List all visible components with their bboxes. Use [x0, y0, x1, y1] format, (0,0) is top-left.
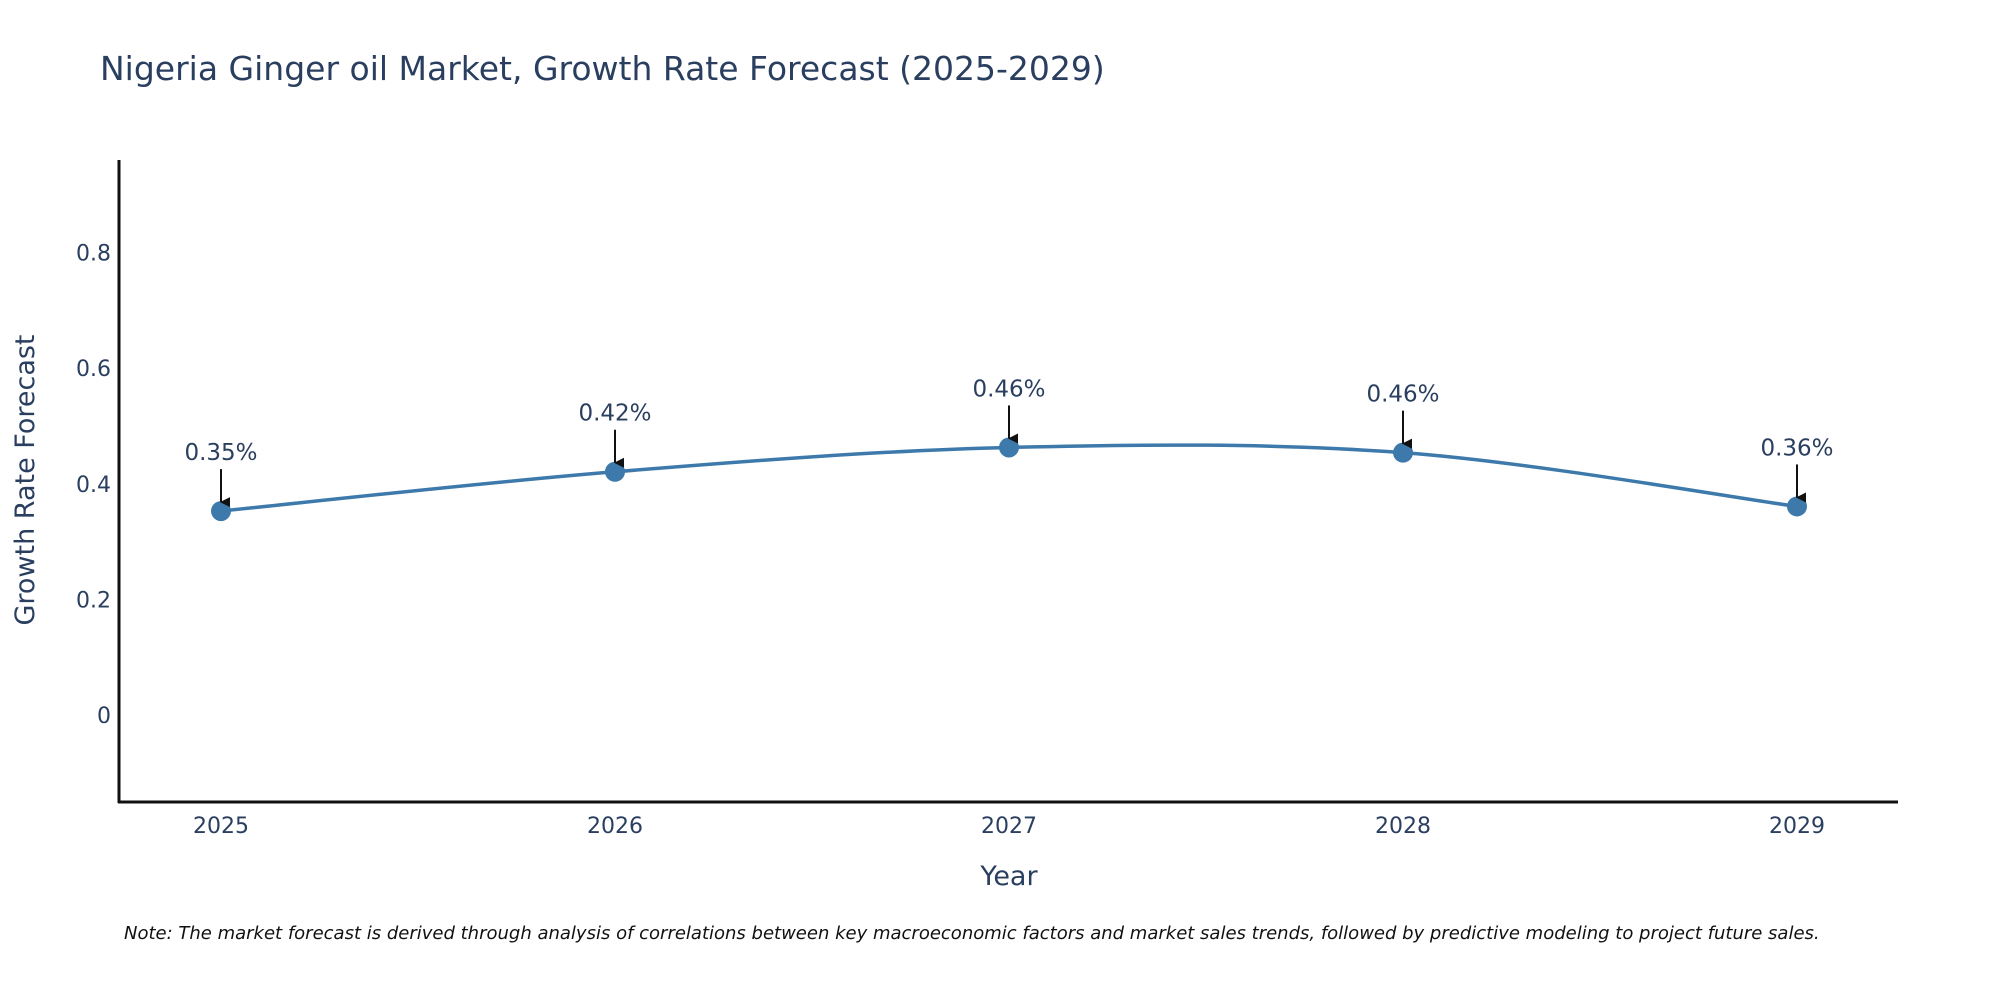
data-point-2029	[1787, 496, 1807, 517]
data-point-2026	[605, 461, 625, 482]
y-tick-label: 0.4	[76, 473, 111, 498]
x-tick-label: 2025	[193, 814, 249, 839]
x-axis-ticks: 2025 2026 2027 2028 2029	[193, 814, 1825, 839]
y-tick-label: 0.2	[76, 589, 111, 614]
x-tick-label: 2028	[1375, 814, 1431, 839]
data-label-2027: 0.46%	[972, 376, 1045, 402]
x-axis-title: Year	[979, 861, 1038, 892]
data-annotations: 0.35% 0.42% 0.46% 0.46% 0.36%	[184, 376, 1834, 508]
y-axis-ticks: 0 0.2 0.4 0.6 0.8	[76, 242, 111, 730]
y-tick-label: 0	[97, 704, 111, 729]
data-point-2027	[999, 437, 1019, 458]
data-label-2029: 0.36%	[1760, 435, 1833, 461]
data-point-2028	[1393, 442, 1413, 463]
data-point-2025	[211, 501, 231, 522]
data-label-2028: 0.46%	[1366, 382, 1439, 408]
x-tick-label: 2029	[1769, 814, 1825, 839]
footnote: Note: The market forecast is derived thr…	[124, 923, 1820, 944]
x-tick-label: 2026	[587, 814, 643, 839]
y-axis-title: Growth Rate Forecast	[10, 334, 41, 625]
y-tick-label: 0.8	[76, 242, 111, 267]
data-label-2026: 0.42%	[578, 401, 651, 427]
data-label-2025: 0.35%	[184, 440, 257, 466]
chart-title: Nigeria Ginger oil Market, Growth Rate F…	[100, 49, 1105, 88]
data-points	[211, 437, 1807, 522]
x-tick-label: 2027	[981, 814, 1037, 839]
y-tick-label: 0.6	[76, 357, 111, 382]
